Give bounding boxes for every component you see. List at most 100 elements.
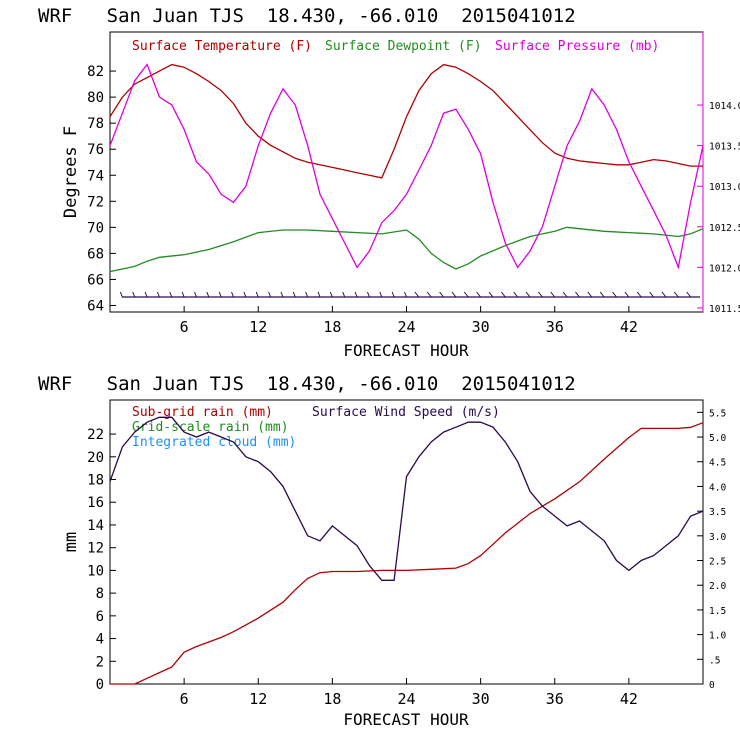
wind-barb [144,291,148,298]
top-x-tick-label: 30 [472,318,490,336]
bottom-y2-tick-label: 3.0 [709,532,726,543]
wind-barb [280,291,284,298]
wind-barb [513,291,519,298]
wind-barb [624,291,630,298]
top-x-tick-label: 6 [180,318,189,336]
wind-barb [132,291,136,298]
bottom-y2-tick-label: 4.0 [709,482,726,493]
wind-barb [268,291,272,298]
top-series-lines [109,63,704,273]
legend-integrated-cloud: Integrated cloud (mm) [132,435,296,450]
top-y-tick-label: 72 [87,194,104,210]
top-x-axis-label: FORECAST HOUR [343,341,469,360]
top-x-tick-label: 36 [546,318,564,336]
wind-barb [169,291,173,298]
top-y-tick-label: 68 [87,246,104,262]
top-y-axis-label: Degrees F [61,126,81,218]
top-series-1-line [109,226,704,273]
wind-barb [538,291,543,298]
bottom-y-tick-label: 22 [87,427,104,443]
wind-barb [366,291,370,298]
wind-barb [426,291,432,298]
wind-barb [342,291,346,298]
bottom-series-0-line [110,422,704,685]
top-y-tick-label: 70 [87,220,104,236]
bottom-y2-tick-label: 5.5 [709,408,726,419]
wind-barb [414,291,420,298]
bottom-y-tick-label: 0 [96,677,104,693]
bottom-y-tick-label: 20 [87,450,104,466]
wind-barb [673,291,679,298]
wind-barb [612,291,617,298]
bottom-x-tick-label: 12 [249,690,267,708]
wind-barb [661,291,667,298]
bottom-y2-tick-label: 1.5 [709,606,726,617]
top-y-tick-label: 80 [87,90,104,106]
temperature-pressure-chart: WRF San Juan TJS 18.430, -66.010 2015041… [38,5,740,360]
bottom-y2-tick-label: .5 [709,655,720,666]
wind-barb [404,291,407,298]
bottom-y2-tick-label: 1.0 [709,631,726,642]
legend-surface-dewpoint: Surface Dewpoint (F) [325,39,482,54]
bottom-y-tick-label: 4 [96,632,104,648]
legend-gridscale-rain: Grid-scale rain (mm) [132,420,289,435]
bottom-series-lines [109,416,704,685]
legend-subgrid-rain: Sub-grid rain (mm) [132,405,273,420]
wind-barb [476,291,482,298]
wind-barb [562,291,568,298]
wind-barb [599,291,605,298]
wind-barb [218,291,222,298]
wind-barb [329,291,333,298]
top-y2-tick-label: 1013.0 [709,182,740,193]
top-y-tick-label: 66 [87,272,104,288]
bottom-chart-title: WRF San Juan TJS 18.430, -66.010 2015041… [38,373,576,395]
wind-barb [550,291,556,298]
bottom-x-axis-label: FORECAST HOUR [343,710,469,729]
bottom-y-axis-label: mm [61,532,81,552]
bottom-series-1-line [109,416,704,581]
top-y2-tick-label: 1012.5 [709,223,740,234]
wind-barb [292,291,296,298]
wind-barb [231,291,235,298]
bottom-x-tick-label: 18 [323,690,341,708]
bottom-y-tick-label: 16 [87,495,104,511]
bottom-y2-tick-label: 3.5 [709,507,726,518]
wind-barb [156,291,160,298]
wind-barb [451,291,457,298]
bottom-y2-tick-label: 2.5 [709,557,726,568]
top-x-tick-label: 18 [323,318,341,336]
top-y2-tick-label: 1012.0 [709,263,740,274]
wind-barb [317,291,321,298]
bottom-y-tick-label: 12 [87,541,104,557]
wind-barb [243,291,247,298]
top-series-0-line [109,63,703,179]
wind-barb [439,291,444,298]
legend-surface-pressure: Surface Pressure (mb) [495,39,659,54]
top-y2-tick-label: 1011.5 [709,304,740,315]
top-x-tick-label: 24 [397,318,415,336]
wind-barb [391,291,395,298]
bottom-y-tick-label: 14 [87,518,104,534]
rain-wind-chart: WRF San Juan TJS 18.430, -66.010 2015041… [38,373,726,729]
bottom-y2-tick-label: 0 [709,680,715,691]
legend-surface-temperature: Surface Temperature (F) [132,39,312,54]
bottom-y-tick-label: 6 [96,609,104,625]
top-y2-tick-label: 1013.5 [709,142,740,153]
bottom-y-tick-label: 2 [96,654,104,670]
wind-barb [649,291,654,298]
wind-barb [525,291,531,298]
top-x-tick-label: 12 [249,318,267,336]
bottom-y-tick-label: 18 [87,473,104,489]
wind-barb [119,291,123,298]
wind-barb [181,291,185,298]
wind-barb [636,291,642,298]
top-y-tick-label: 74 [87,168,104,184]
bottom-y2-tick-label: 4.5 [709,458,726,469]
top-y2-tick-label: 1014.0 [709,101,740,112]
wind-barb [686,291,692,298]
top-y-tick-label: 64 [87,298,104,314]
top-x-tick-label: 42 [620,318,638,336]
bottom-y2-tick-label: 2.0 [709,581,726,592]
